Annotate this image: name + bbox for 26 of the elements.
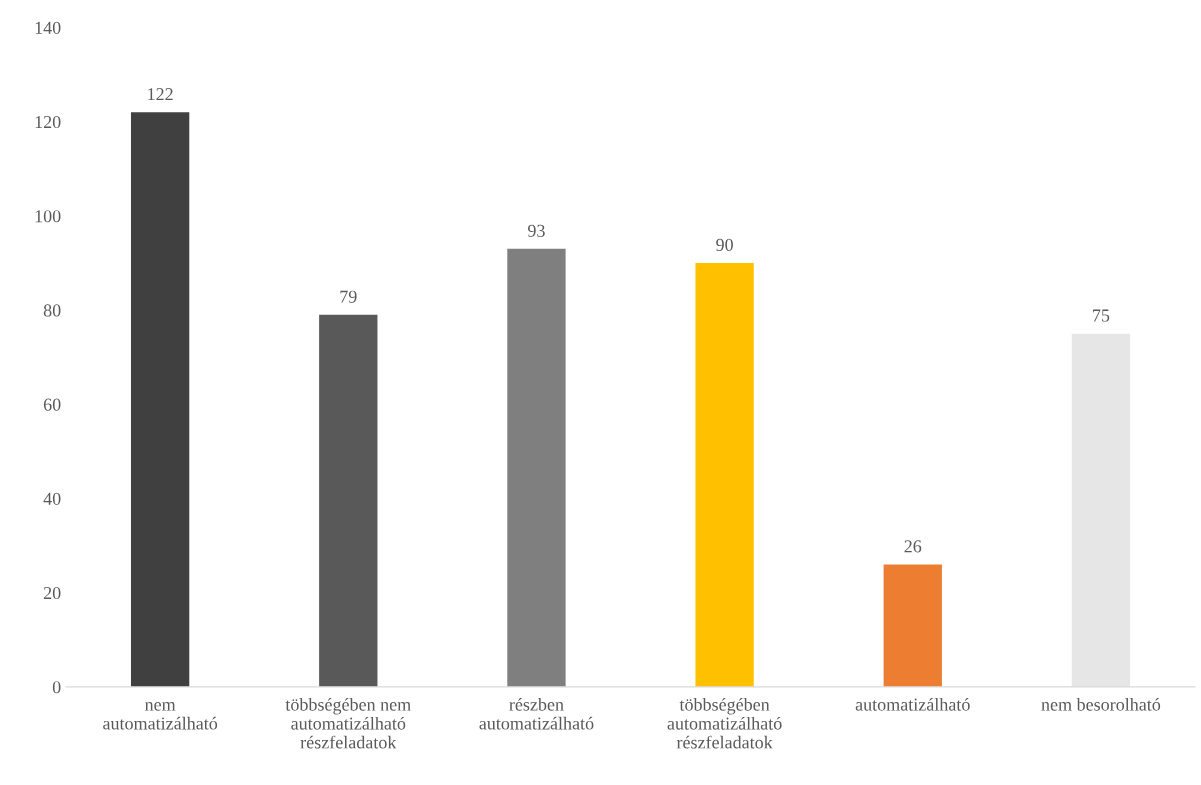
x-tick-label: többségében automatizálható részfeladatok	[667, 697, 782, 749]
y-tick-label: 120	[35, 115, 61, 129]
x-tick-label: részben automatizálható	[479, 697, 594, 730]
x-tick-label: automatizálható	[855, 697, 970, 711]
bar	[695, 262, 754, 687]
data-label: 122	[148, 88, 173, 101]
y-tick-label: 60	[43, 398, 61, 411]
data-label: 75	[1093, 309, 1110, 322]
data-label: 90	[716, 238, 733, 251]
y-tick-label: 80	[43, 304, 61, 317]
bar	[319, 314, 378, 687]
bar	[130, 112, 190, 687]
bar	[507, 248, 566, 687]
y-tick-label: 140	[35, 21, 61, 34]
x-tick-label: nem automatizálható	[103, 702, 218, 730]
y-tick-label: 0	[52, 681, 61, 694]
x-tick-label: nem besorolható	[1041, 697, 1161, 711]
y-tick-label: 20	[43, 586, 61, 600]
y-tick-label: 100	[35, 210, 61, 223]
bar	[883, 564, 942, 687]
data-label: 79	[340, 290, 357, 303]
data-label: 93	[528, 224, 545, 237]
x-tick-label: többségében nem automatizálható részfeladatok	[285, 697, 411, 749]
data-label: 26	[904, 540, 922, 553]
bar	[1071, 333, 1131, 687]
y-tick-label: 40	[43, 492, 61, 505]
